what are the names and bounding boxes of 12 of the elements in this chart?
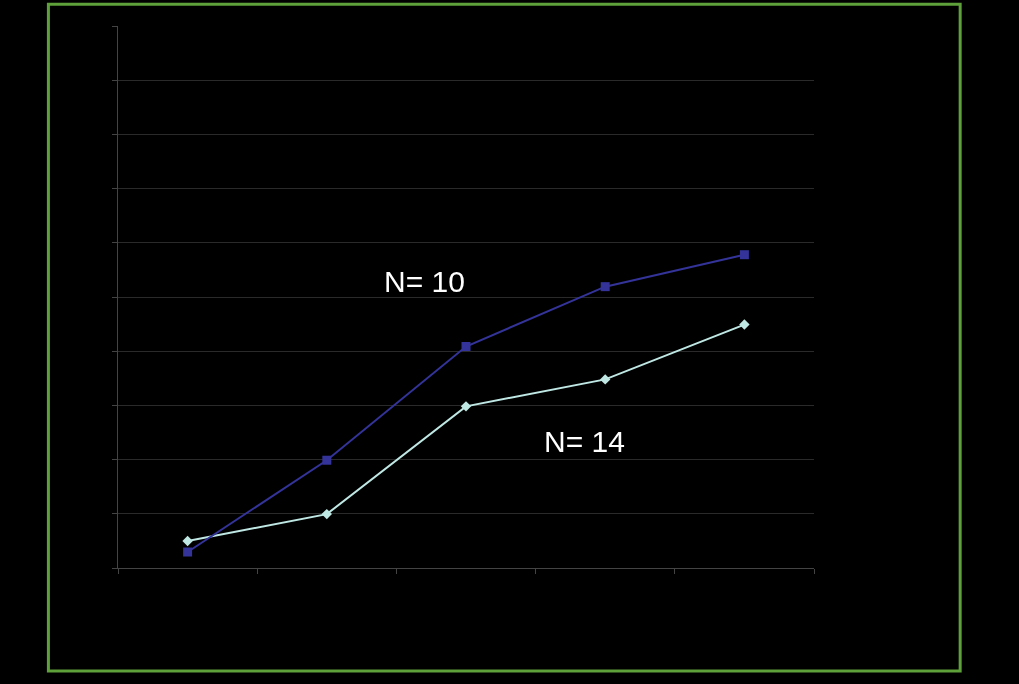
point [322, 455, 332, 465]
point [321, 508, 332, 520]
annotation: N= 10 [384, 265, 465, 298]
point [183, 547, 193, 557]
point [600, 282, 610, 292]
point [182, 535, 193, 547]
point [739, 250, 749, 260]
point [460, 401, 472, 412]
point [461, 342, 471, 351]
point [739, 319, 750, 330]
point [600, 374, 611, 385]
annotation: N= 14 [544, 425, 625, 458]
